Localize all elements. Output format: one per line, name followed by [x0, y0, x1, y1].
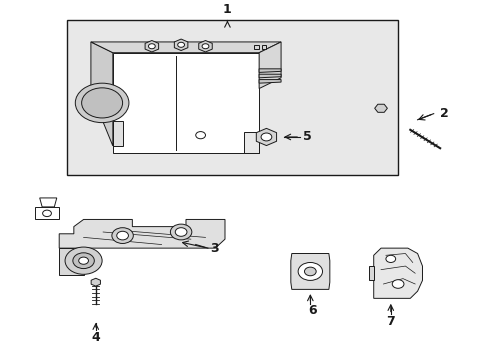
Polygon shape: [145, 41, 158, 52]
Polygon shape: [254, 45, 259, 49]
Polygon shape: [374, 104, 386, 112]
Polygon shape: [198, 41, 212, 52]
Polygon shape: [261, 45, 266, 49]
Circle shape: [195, 132, 205, 139]
Circle shape: [170, 224, 191, 240]
Polygon shape: [373, 248, 422, 298]
Circle shape: [391, 280, 403, 288]
Circle shape: [298, 262, 322, 280]
Circle shape: [42, 210, 51, 217]
Polygon shape: [290, 253, 329, 289]
Text: 6: 6: [308, 305, 316, 318]
Polygon shape: [244, 132, 259, 153]
Bar: [66, 21, 397, 175]
Circle shape: [175, 228, 186, 236]
Circle shape: [65, 247, 102, 274]
Text: 4: 4: [91, 331, 100, 344]
Polygon shape: [259, 80, 281, 83]
Polygon shape: [91, 42, 281, 53]
Text: 7: 7: [386, 315, 394, 328]
Circle shape: [385, 255, 395, 262]
Circle shape: [79, 257, 88, 264]
Polygon shape: [35, 207, 59, 220]
Circle shape: [202, 44, 208, 49]
Circle shape: [117, 231, 128, 240]
Circle shape: [73, 253, 94, 269]
Polygon shape: [113, 53, 259, 153]
Text: 1: 1: [223, 3, 231, 16]
Text: 5: 5: [303, 130, 311, 144]
Circle shape: [148, 44, 155, 49]
Polygon shape: [40, 198, 57, 207]
Circle shape: [81, 88, 122, 118]
Polygon shape: [259, 42, 281, 89]
Polygon shape: [91, 42, 113, 146]
Circle shape: [75, 83, 129, 123]
Polygon shape: [59, 248, 83, 275]
Polygon shape: [113, 121, 122, 146]
Circle shape: [261, 133, 271, 141]
Polygon shape: [259, 74, 281, 78]
Circle shape: [177, 42, 184, 47]
Polygon shape: [91, 278, 100, 286]
Text: 2: 2: [439, 107, 447, 120]
Polygon shape: [174, 39, 187, 50]
Polygon shape: [256, 129, 276, 145]
Polygon shape: [259, 69, 281, 72]
Polygon shape: [368, 266, 373, 280]
Circle shape: [112, 228, 133, 243]
Circle shape: [304, 267, 316, 276]
Text: 3: 3: [210, 242, 219, 255]
Polygon shape: [59, 220, 224, 248]
